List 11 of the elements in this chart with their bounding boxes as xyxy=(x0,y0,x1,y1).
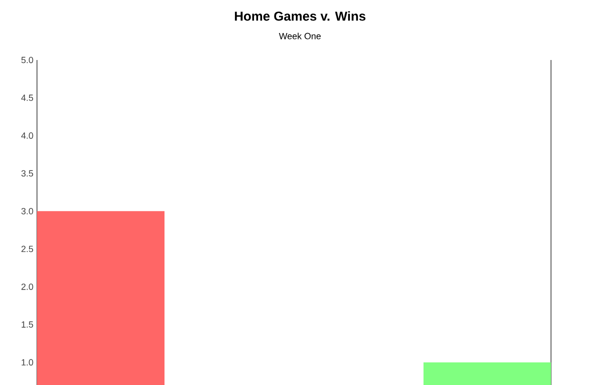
y-tick-label: 3.0 xyxy=(21,208,34,214)
y-tick-label: 2.0 xyxy=(21,284,34,290)
chart-title: Home Games v. Wins xyxy=(234,11,366,21)
y-tick-label: 1.5 xyxy=(22,321,34,328)
y-tick-label: 5.0 xyxy=(21,56,34,64)
y-tick-label: 4.0 xyxy=(21,132,34,139)
y-tick-label: 4.5 xyxy=(21,94,34,101)
y-tick-label: 3.5 xyxy=(21,170,34,177)
y-tick-label: 2.5 xyxy=(21,246,34,252)
y-tick-label: 1.0 xyxy=(22,359,34,366)
chart-subtitle: Week One xyxy=(278,32,321,40)
